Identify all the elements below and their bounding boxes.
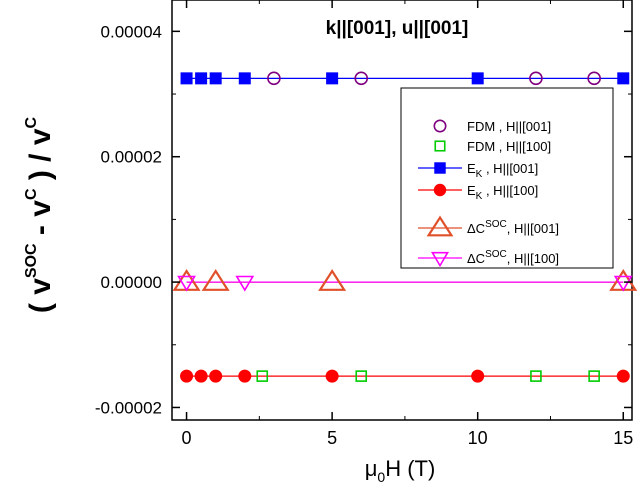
data-point [238,369,252,383]
data-point [238,72,251,85]
y-tick-label: 0.00004 [101,22,162,41]
legend-label: EK , H||[001] [467,161,538,180]
svg-text:( vSOC - vC ) / vC: ( vSOC - vC ) / vC [23,116,57,313]
x-tick-label: 10 [468,428,488,448]
legend-box [400,87,614,269]
legend-marker [426,215,454,237]
data-point [177,275,196,292]
data-point [235,275,255,292]
x-tick-label: 5 [327,428,337,448]
data-point [471,369,485,383]
data-point [587,71,601,86]
data-point [180,72,193,85]
data-point [267,71,281,86]
data-point [613,275,633,292]
data-point [530,370,542,382]
axis-tick-labels: 0 5 10 15 -0.00002 0.00000 0.00002 0.00004 [95,22,633,448]
data-point [354,71,369,86]
data-point [529,71,543,86]
legend-label: ΔCSOC, H||[001] [467,219,559,236]
data-point [256,370,269,382]
data-point [588,370,600,382]
data-point [325,369,339,383]
legend-label: FDM , H||[001] [467,119,551,134]
legend-entry: FDM , H||[100] [434,139,551,154]
plot-frame [171,0,633,421]
legend: FDM , H||[001] FDM , H||[100] EK , H||[001… [400,87,614,269]
legend-entry: EK , H||[100] [418,183,538,202]
y-tick-label: 0.00000 [101,273,162,292]
legend-entry: ΔCSOC, H||[001] [418,215,559,237]
data-point [326,72,339,85]
data-point [616,369,630,383]
data-point [172,269,201,291]
legend-entry: EK , H||[001] [418,161,538,180]
legend-label: EK , H||[100] [467,183,538,202]
data-point [209,369,223,383]
chart-title: k||[001], u||[001] [326,18,469,39]
y-tick-label: 0.00002 [101,148,162,167]
data-point [355,370,368,382]
data-point [201,269,230,291]
axis-ticks [172,0,632,420]
data-point [471,72,484,85]
data-point [209,72,222,85]
data-point [318,269,347,291]
legend-marker [434,140,446,152]
legend-entry: FDM , H||[001] [433,119,551,134]
legend-marker [433,183,447,197]
x-tick-label: 0 [182,428,192,448]
legend-marker [434,162,446,174]
legend-entry: ΔCSOC, H||[100] [418,249,559,268]
series-markers [172,71,638,383]
data-point [195,72,208,85]
legend-marker [431,251,449,268]
x-axis-label: μ0H (T) [365,456,436,485]
data-point [180,369,194,383]
y-axis-label: ( vSOC - vC ) / vC [23,116,57,313]
data-point [617,72,630,85]
x-tick-label: 15 [613,428,633,448]
legend-marker [433,119,447,133]
y-tick-label: -0.00002 [95,398,162,417]
legend-label: ΔCSOC, H||[100] [467,249,559,266]
data-point [194,369,208,383]
legend-label: FDM , H||[100] [467,139,551,154]
